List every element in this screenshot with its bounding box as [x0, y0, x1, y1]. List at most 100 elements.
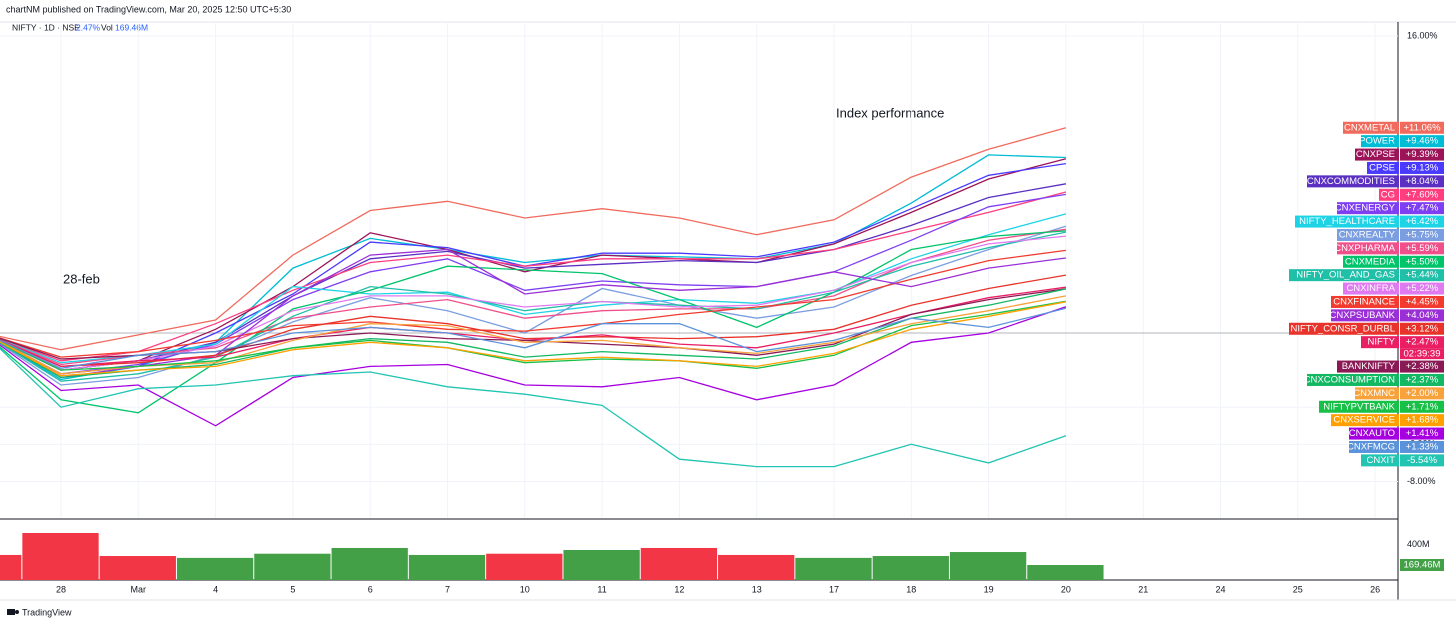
- value-label: +5.59%: [1406, 243, 1439, 254]
- volume-bar: [176, 557, 254, 580]
- legend-label: CNXFMCG: [1347, 441, 1395, 452]
- x-tick-label: Mar: [131, 584, 147, 594]
- legend-label: NIFTY: [1368, 337, 1396, 348]
- series-name-tag: [1331, 295, 1399, 308]
- value-label: +4.45%: [1406, 296, 1439, 307]
- series-name-tag: [1379, 188, 1399, 201]
- value-tag: [1400, 242, 1444, 255]
- legend-label: CNXPSE: [1356, 149, 1395, 160]
- series-line: [0, 306, 1067, 427]
- legend-label: NIFTY_OIL_AND_GAS: [1296, 270, 1395, 281]
- series-name-tag: [1355, 148, 1399, 161]
- value-tag: [1400, 400, 1444, 413]
- value-label: +2.00%: [1406, 388, 1439, 399]
- value-tag: [1400, 360, 1444, 373]
- volume-bar: [254, 553, 331, 580]
- series-name-tag: [1337, 242, 1399, 255]
- x-tick-label: 10: [520, 584, 530, 594]
- series-name-tag: [1361, 336, 1399, 349]
- series-line: [0, 191, 1067, 362]
- series-name-tag: [1307, 175, 1399, 188]
- series-name-tag: [1289, 269, 1399, 282]
- value-label: +8.04%: [1406, 176, 1439, 187]
- value-tag: [1400, 336, 1444, 349]
- series-name-tag: [1343, 282, 1399, 295]
- value-label: +5.75%: [1406, 229, 1439, 240]
- series-name-tag: [1343, 121, 1399, 134]
- value-label: +1.68%: [1406, 415, 1439, 426]
- value-label: +7.47%: [1406, 203, 1439, 214]
- volume-bar: [949, 552, 1027, 580]
- value-label: +2.38%: [1406, 361, 1439, 372]
- volume-bar: [0, 554, 22, 580]
- volume-bar: [331, 547, 408, 580]
- publisher: chartNM published on TradingView.com, Ma…: [6, 4, 291, 14]
- y-tick-label: 400M: [1407, 539, 1430, 549]
- symbol-info: NIFTY · 1D · NSE: [12, 22, 80, 32]
- volume-value-tag: [1400, 559, 1444, 572]
- value-label: +9.39%: [1406, 149, 1439, 160]
- value-label: +6.42%: [1406, 216, 1439, 227]
- symbol-change: 2.47%: [76, 22, 101, 32]
- series-line: [0, 127, 1067, 351]
- series-line: [0, 193, 1067, 375]
- value-tag: [1400, 440, 1444, 453]
- annotation: Index performance: [836, 105, 944, 120]
- legend-label: NIFTYPVTBANK: [1323, 401, 1395, 412]
- legend-label: CNXPHARMA: [1334, 243, 1395, 254]
- value-label: +9.46%: [1406, 136, 1439, 147]
- value-label: +1.33%: [1406, 441, 1439, 452]
- value-label: +2.47%: [1406, 337, 1439, 348]
- value-tag: [1400, 427, 1444, 440]
- value-tag: [1400, 161, 1444, 174]
- value-tag: [1400, 188, 1444, 201]
- legend-label: CNXMNC: [1353, 388, 1395, 399]
- series-name-tag: [1337, 360, 1399, 373]
- value-tag: [1400, 373, 1444, 386]
- value-label: +5.44%: [1406, 270, 1439, 281]
- x-tick-label: 24: [1215, 584, 1225, 594]
- volume-bar: [408, 554, 486, 580]
- value-label: -5.54%: [1407, 455, 1438, 466]
- volume-value-label: 169.46M: [1404, 560, 1441, 571]
- series-line: [0, 158, 1067, 371]
- legend-label: POWER: [1359, 136, 1395, 147]
- volume-bar: [99, 556, 176, 580]
- volume-bar: [1027, 565, 1104, 580]
- lines: [0, 127, 1067, 468]
- legend-label: CNXINFRA: [1346, 283, 1395, 294]
- series-line: [0, 307, 1067, 369]
- x-tick-label: 18: [906, 584, 916, 594]
- legend-label: CNXPSUBANK: [1330, 310, 1396, 321]
- legend-label: BANKNIFTY: [1342, 361, 1396, 372]
- value-label: +1.41%: [1406, 428, 1439, 439]
- value-tag: [1400, 322, 1444, 335]
- x-tick-label: 25: [1293, 584, 1303, 594]
- legend-label: CNXREALTY: [1339, 229, 1396, 240]
- x-tick-label: 11: [597, 584, 606, 594]
- value-tag: [1400, 454, 1444, 467]
- y-tick-label: 16.00%: [1407, 30, 1438, 40]
- volume-bar: [795, 557, 872, 580]
- value-tag: [1400, 148, 1444, 161]
- x-tick-label: 21: [1138, 584, 1148, 594]
- legend-label: CNXENERGY: [1335, 203, 1396, 214]
- series-name-tag: [1337, 228, 1399, 241]
- series-name-tag: [1367, 161, 1399, 174]
- legend-label: CNXIT: [1367, 455, 1396, 466]
- volume-bar: [486, 553, 563, 580]
- value-tag: [1400, 228, 1444, 241]
- value-tag: [1400, 135, 1444, 148]
- x-tick-label: 12: [674, 584, 684, 594]
- value-tag: [1400, 175, 1444, 188]
- series-name-tag: [1361, 454, 1399, 467]
- value-label: +11.06%: [1403, 122, 1441, 133]
- value-tag: [1400, 215, 1444, 228]
- x-tick-label: 17: [829, 584, 839, 594]
- x-tick-label: 6: [368, 584, 373, 594]
- x-tick-label: 19: [984, 584, 994, 594]
- series-line: [0, 230, 1066, 414]
- value-tag: [1400, 269, 1444, 282]
- value-label: +7.60%: [1406, 189, 1439, 200]
- x-tick-label: 28: [56, 584, 66, 594]
